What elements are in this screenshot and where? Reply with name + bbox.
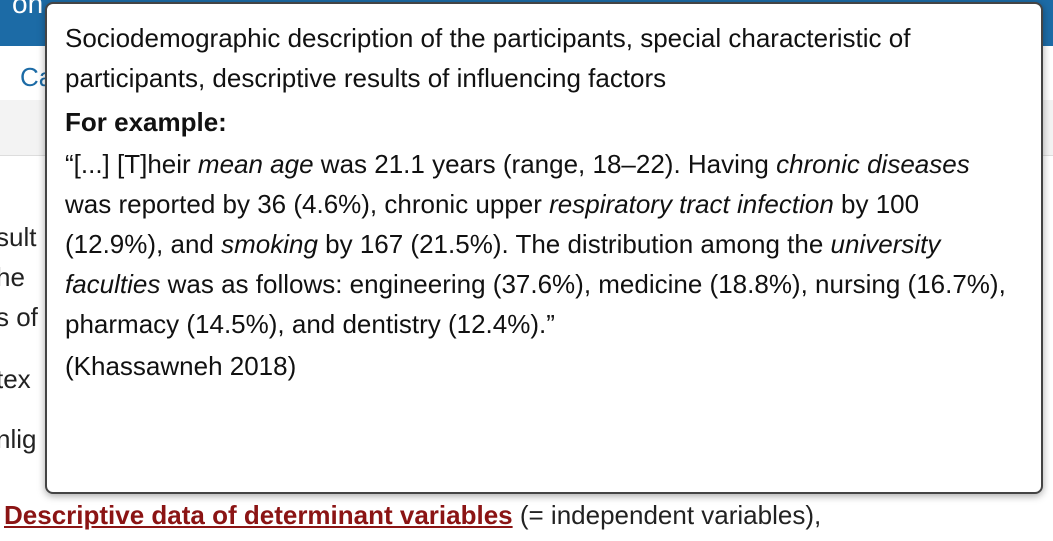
quote-text: “[...] [T]heir [65, 149, 198, 179]
quote-text: by 100 (12.9%), and [65, 189, 920, 259]
quote-text: was as follows: engineering (37.6%), med… [65, 269, 1006, 339]
quote-text: was reported by 36 (4.6%), chronic upper [65, 189, 550, 219]
quote-emphasis: university faculties [65, 229, 941, 299]
body-text: sult [0, 222, 37, 252]
quote-text: was 21.1 years (range, 18–22). Having [313, 149, 777, 179]
body-text: he [0, 262, 25, 292]
quote-emphasis: mean age [197, 149, 314, 179]
header-title: on [12, 0, 44, 19]
quote-emphasis: smoking [221, 229, 318, 259]
body-text: (= independent variables), [512, 500, 822, 530]
tooltip-quote: “[...] [T]heir mean age was 21.1 years (… [65, 144, 1023, 344]
body-text: s of [0, 302, 38, 332]
body-text: nlig [0, 424, 37, 454]
tooltip-source: (Khassawneh 2018) [65, 351, 297, 381]
tooltip: Sociodemographic description of the part… [45, 2, 1043, 494]
quote-text: by 167 (21.5%). The distribution among t… [317, 229, 831, 259]
tooltip-description: Sociodemographic description of the part… [65, 23, 911, 93]
body-text: tex [0, 364, 31, 394]
tooltip-heading: For example: [65, 107, 227, 137]
link[interactable]: Descriptive data of determinant variable… [4, 500, 513, 530]
quote-emphasis: respiratory tract infection [549, 189, 834, 219]
body-line: Descriptive data of determinant variable… [4, 500, 821, 531]
quote-emphasis: chronic diseases [776, 149, 970, 179]
